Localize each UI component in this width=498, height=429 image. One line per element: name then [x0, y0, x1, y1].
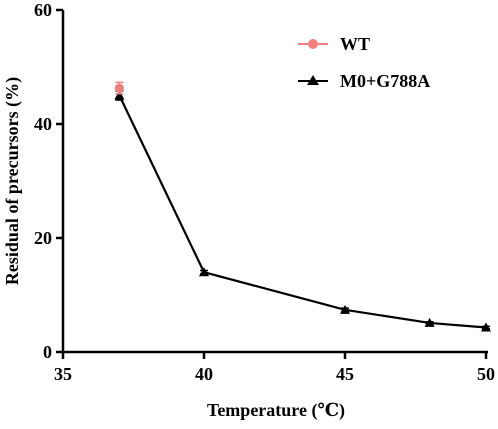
y-tick-label: 40: [34, 114, 52, 134]
data-point: [114, 83, 124, 93]
data-point: [199, 267, 209, 277]
axes: [61, 10, 488, 354]
y-axis-label: Residual of precursors (%): [2, 77, 23, 285]
x-tick-label: 50: [477, 364, 495, 384]
series-m0-g788a: [114, 90, 491, 332]
x-tick-label: 35: [54, 364, 72, 384]
y-tick-label: 0: [43, 342, 52, 362]
y-tick-label: 20: [34, 228, 52, 248]
x-tick-label: 40: [195, 364, 213, 384]
y-ticks: 0 20 40 60: [34, 0, 63, 362]
data-point: [340, 304, 350, 314]
data-point: [481, 322, 491, 332]
series-line: [118, 95, 487, 329]
x-tick-label: 45: [336, 364, 354, 384]
data-point: [114, 90, 125, 100]
legend-wt-label: WT: [340, 34, 370, 54]
y-tick-label: 60: [34, 0, 52, 20]
series-layer: [114, 81, 491, 332]
x-axis-label: Temperature (℃): [207, 400, 345, 421]
x-ticks: 35 40 45 50: [54, 352, 495, 384]
legend-m0-marker: [307, 75, 319, 85]
legend-wt-marker: [308, 39, 318, 49]
legend: WT M0+G788A: [298, 34, 430, 91]
data-point: [424, 317, 435, 327]
legend-m0-label: M0+G788A: [340, 71, 430, 91]
series-wt: [114, 81, 124, 95]
